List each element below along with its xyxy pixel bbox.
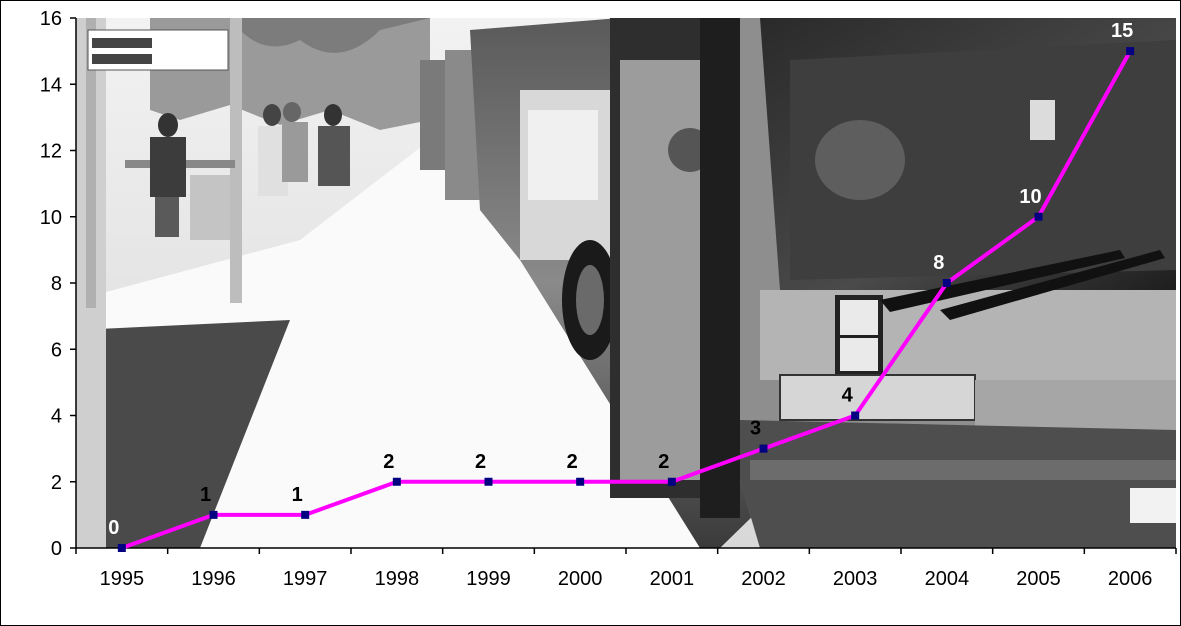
x-tick-label: 2000: [558, 568, 603, 590]
x-tick-label: 1996: [191, 568, 236, 590]
data-point-marker: [759, 444, 768, 453]
y-tick-labels: 0 2 4 6 8 10 12 14 16: [40, 8, 62, 560]
data-point-marker: [942, 279, 951, 287]
x-tick-labels: 1995 1996 1997 1998 1999 2000 2001 2002 2003 2004…: [100, 568, 1153, 590]
series-line-group: 0 1 1 2 2 2 2 3 4 8 10 15: [108, 20, 1135, 552]
y-tick-label: 12: [40, 141, 62, 163]
y-tick-label: 14: [40, 74, 62, 96]
data-point-marker: [1034, 212, 1043, 221]
y-tick-label: 0: [51, 538, 62, 560]
series-line: [121, 50, 1132, 550]
data-point-marker: [209, 510, 218, 519]
data-label: 2: [567, 451, 578, 473]
data-label: 2: [475, 451, 486, 473]
y-tick-label: 10: [40, 207, 62, 229]
data-point-marker: [484, 477, 493, 486]
data-label: 4: [842, 385, 854, 407]
data-point-marker: [1126, 47, 1135, 56]
data-point-marker: [117, 544, 126, 552]
x-tick-label: 2002: [741, 568, 786, 590]
data-label: 1: [292, 484, 303, 506]
data-point-marker: [576, 477, 585, 486]
x-tick-label: 1997: [283, 568, 328, 590]
y-tick-label: 2: [51, 472, 62, 494]
x-tick-label: 1995: [100, 568, 145, 590]
bus-photo-background: [76, 18, 1176, 548]
data-label: 2: [383, 451, 394, 473]
y-tick-label: 16: [40, 8, 62, 30]
x-tick-label: 2001: [650, 568, 695, 590]
data-point-marker: [667, 477, 676, 486]
data-label: 10: [1019, 186, 1041, 208]
data-label: 0: [108, 517, 119, 539]
x-tick-label: 2004: [925, 568, 970, 590]
y-tick-label: 8: [51, 273, 62, 295]
data-label: 15: [1111, 20, 1133, 42]
x-tick-label: 1999: [466, 568, 511, 590]
data-point-marker: [851, 411, 860, 420]
x-tick-label: 2005: [1016, 568, 1061, 590]
x-tick-label: 1998: [375, 568, 420, 590]
data-label: 1: [200, 484, 211, 506]
data-point-marker: [301, 510, 310, 519]
x-tick-label: 2003: [833, 568, 878, 590]
y-tick-label: 4: [51, 406, 62, 428]
y-tick-label: 6: [51, 339, 62, 361]
data-label: 2: [658, 451, 669, 473]
data-label: 8: [933, 252, 944, 274]
axes: [70, 17, 1177, 554]
data-label: 3: [750, 418, 761, 440]
x-tick-label: 2006: [1108, 568, 1153, 590]
data-point-marker: [392, 477, 401, 486]
